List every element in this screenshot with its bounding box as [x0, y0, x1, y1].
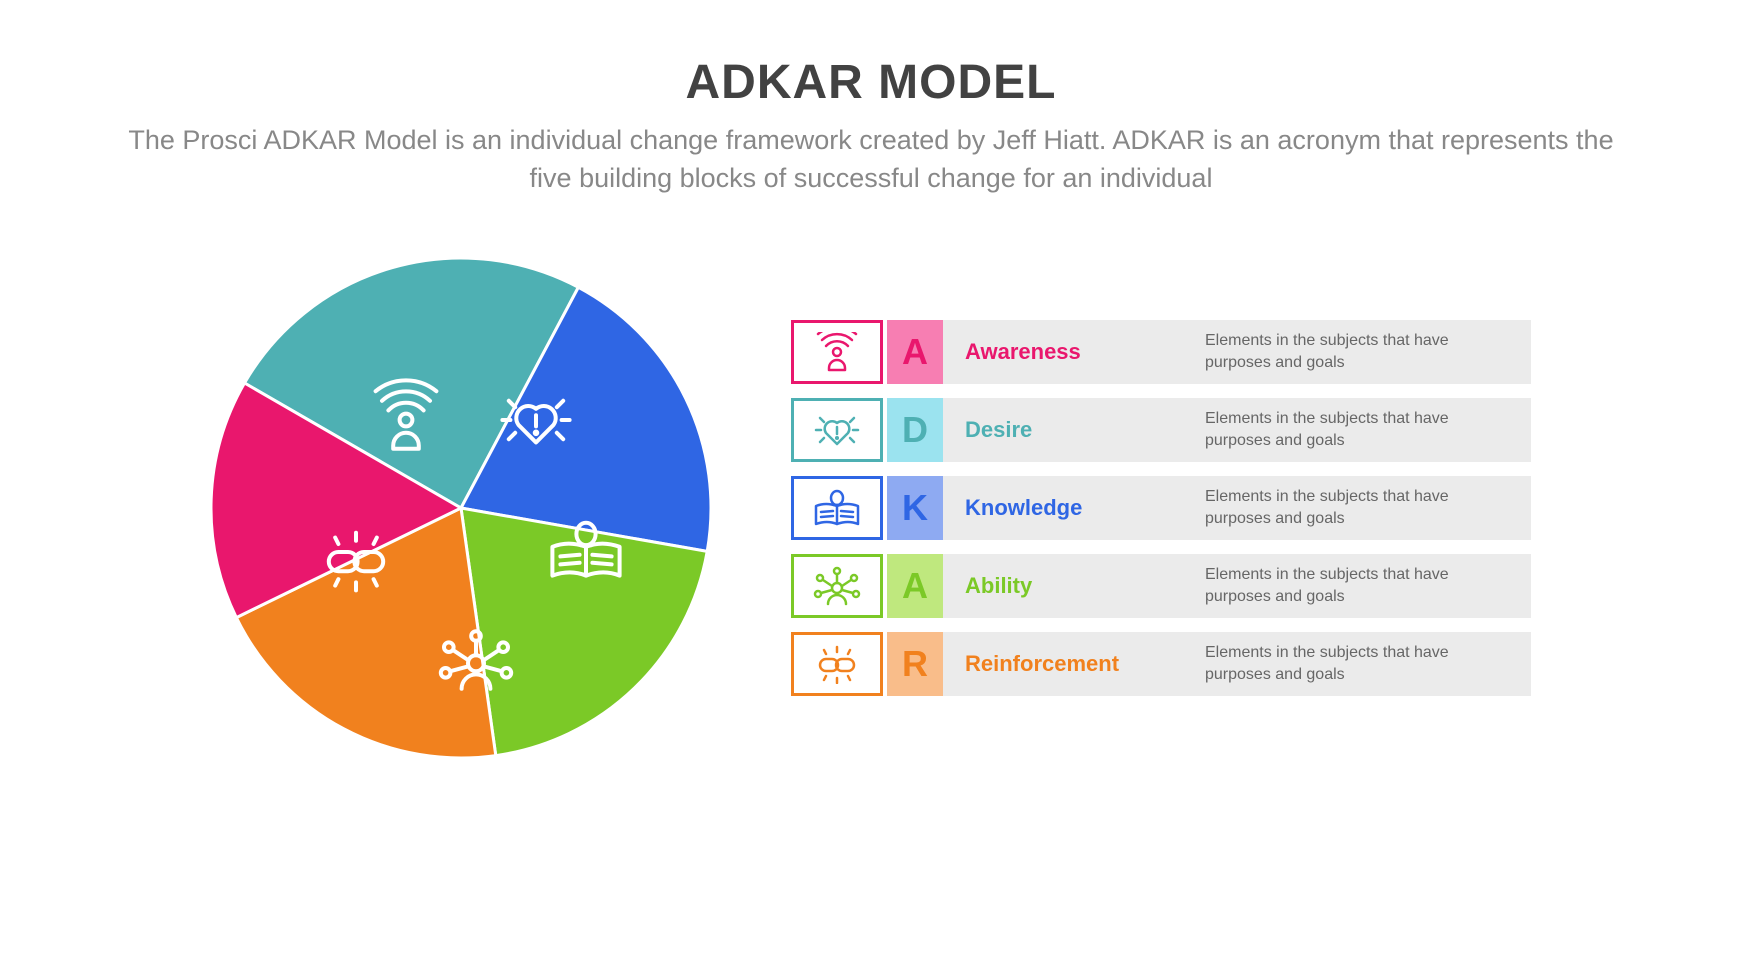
legend-row-desire: D Desire Elements in the subjects that h… [791, 398, 1531, 462]
legend-letter: A [887, 320, 943, 384]
broadcast-icon [791, 320, 883, 384]
chain-icon [791, 632, 883, 696]
pie-chart [211, 258, 711, 758]
legend-letter: K [887, 476, 943, 540]
legend-desc: Elements in the subjects that have purpo… [1183, 476, 1531, 540]
legend-name: Ability [943, 554, 1183, 618]
legend-row-awareness: A Awareness Elements in the subjects tha… [791, 320, 1531, 384]
legend: A Awareness Elements in the subjects tha… [791, 320, 1531, 696]
network-person-icon [791, 554, 883, 618]
legend-letter: R [887, 632, 943, 696]
heart-exclaim-icon [791, 398, 883, 462]
book-bulb-icon [791, 476, 883, 540]
legend-row-reinforcement: R Reinforcement Elements in the subjects… [791, 632, 1531, 696]
legend-name: Awareness [943, 320, 1183, 384]
legend-letter: D [887, 398, 943, 462]
legend-name: Desire [943, 398, 1183, 462]
page-subtitle: The Prosci ADKAR Model is an individual … [121, 122, 1621, 198]
legend-name: Reinforcement [943, 632, 1183, 696]
legend-desc: Elements in the subjects that have purpo… [1183, 320, 1531, 384]
page-title: ADKAR MODEL [0, 55, 1742, 110]
legend-row-ability: A Ability Elements in the subjects that … [791, 554, 1531, 618]
legend-desc: Elements in the subjects that have purpo… [1183, 398, 1531, 462]
legend-desc: Elements in the subjects that have purpo… [1183, 554, 1531, 618]
legend-letter: A [887, 554, 943, 618]
legend-desc: Elements in the subjects that have purpo… [1183, 632, 1531, 696]
legend-name: Knowledge [943, 476, 1183, 540]
legend-row-knowledge: K Knowledge Elements in the subjects tha… [791, 476, 1531, 540]
